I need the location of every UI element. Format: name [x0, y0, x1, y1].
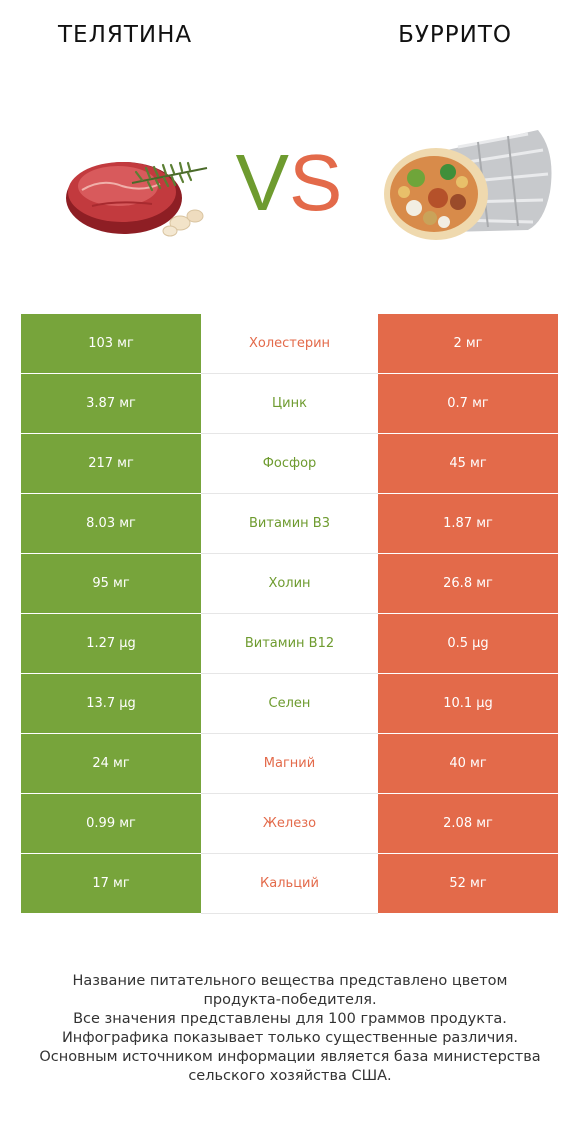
footnote-line: продукта-победителя. [203, 992, 377, 1008]
left-value: 24 мг [21, 733, 201, 794]
burrito-image [384, 130, 552, 240]
right-product-title: БУРРИТО [398, 22, 512, 48]
nutrient-name: Кальций [201, 853, 378, 914]
nutrient-name: Витамин B3 [201, 493, 378, 554]
right-value: 52 мг [378, 853, 558, 914]
table-row: 217 мг Фосфор 45 мг [21, 433, 558, 494]
table-row: 95 мг Холин 26.8 мг [21, 553, 558, 614]
footnote: Название питательного вещества представл… [20, 972, 560, 1086]
table-row: 0.99 мг Железо 2.08 мг [21, 793, 558, 854]
table-row: 103 мг Холестерин 2 мг [21, 314, 558, 374]
footnote-line: Основным источником информации является … [39, 1049, 541, 1065]
left-value: 1.27 µg [21, 613, 201, 674]
footnote-line: Название питательного вещества представл… [72, 973, 508, 989]
nutrient-name: Витамин B12 [201, 613, 378, 674]
footnote-line: Все значения представлены для 100 граммо… [73, 1011, 507, 1027]
table-row: 24 мг Магний 40 мг [21, 733, 558, 794]
nutrient-name: Селен [201, 673, 378, 734]
right-value: 26.8 мг [378, 553, 558, 614]
table-row: 8.03 мг Витамин B3 1.87 мг [21, 493, 558, 554]
left-value: 8.03 мг [21, 493, 201, 554]
right-value: 2.08 мг [378, 793, 558, 854]
right-value: 0.5 µg [378, 613, 558, 674]
left-value: 3.87 мг [21, 373, 201, 434]
left-value: 95 мг [21, 553, 201, 614]
table-row: 1.27 µg Витамин B12 0.5 µg [21, 613, 558, 674]
footnote-line: Инфографика показывает только существенн… [61, 1030, 519, 1046]
left-product-title: ТЕЛЯТИНА [58, 22, 193, 48]
nutrient-name: Холин [201, 553, 378, 614]
veal-image [66, 161, 208, 237]
vs-label: VS [235, 138, 343, 227]
nutrient-name: Магний [201, 733, 378, 794]
nutrient-name: Цинк [201, 373, 378, 434]
comparison-table: 103 мг Холестерин 2 мг 3.87 мг Цинк 0.7 мг 217… [21, 314, 558, 914]
table-row: 13.7 µg Селен 10.1 µg [21, 673, 558, 734]
nutrient-name: Фосфор [201, 433, 378, 494]
left-value: 13.7 µg [21, 673, 201, 734]
right-value: 1.87 мг [378, 493, 558, 554]
right-value: 0.7 мг [378, 373, 558, 434]
right-value: 40 мг [378, 733, 558, 794]
right-value: 2 мг [378, 314, 558, 374]
left-value: 17 мг [21, 853, 201, 914]
nutrient-name: Железо [201, 793, 378, 854]
right-value: 10.1 µg [378, 673, 558, 734]
left-value: 217 мг [21, 433, 201, 494]
nutrient-name: Холестерин [201, 314, 378, 374]
table-row: 17 мг Кальций 52 мг [21, 853, 558, 914]
table-row: 3.87 мг Цинк 0.7 мг [21, 373, 558, 434]
left-value: 103 мг [21, 314, 201, 374]
right-value: 45 мг [378, 433, 558, 494]
footnote-line: сельского хозяйства США. [188, 1068, 392, 1084]
left-value: 0.99 мг [21, 793, 201, 854]
